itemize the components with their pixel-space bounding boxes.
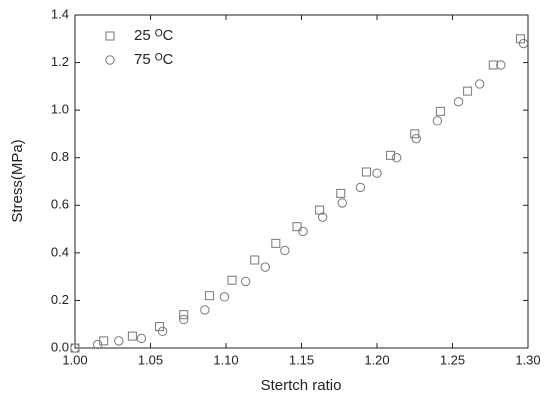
legend-label: 25 ᴼC — [134, 27, 174, 44]
point — [463, 86, 473, 96]
point — [114, 336, 124, 346]
point — [298, 226, 308, 237]
point — [92, 339, 103, 350]
x-tick-label: 1.00 — [62, 352, 87, 367]
x-tick-label: 1.30 — [515, 352, 540, 367]
point — [336, 188, 346, 198]
y-tick-label: 0.6 — [51, 197, 69, 212]
point — [386, 150, 396, 160]
legend-label: 75 ᴼC — [134, 51, 174, 68]
point — [474, 79, 485, 89]
point — [200, 305, 210, 315]
point — [136, 333, 147, 344]
point — [127, 331, 137, 341]
point — [227, 275, 237, 285]
y-tick-label: 0.2 — [51, 292, 69, 307]
x-tick-label: 1.25 — [440, 352, 465, 367]
y-tick-label: 1.2 — [51, 54, 69, 69]
point — [240, 276, 251, 287]
point — [432, 116, 443, 126]
point — [179, 314, 189, 325]
point — [179, 310, 189, 320]
point — [411, 133, 421, 144]
y-tick-label: 0.0 — [51, 339, 69, 354]
point — [361, 167, 371, 177]
x-tick-label: 1.10 — [213, 352, 238, 367]
point — [355, 182, 366, 193]
point — [250, 255, 260, 265]
point — [410, 129, 420, 139]
point — [435, 106, 445, 116]
y-tick-label: 0.8 — [51, 149, 69, 164]
x-tick-label: 1.15 — [289, 352, 314, 367]
point — [372, 168, 382, 178]
y-tick-label: 1.0 — [51, 102, 69, 117]
point — [99, 336, 109, 346]
legend-marker — [105, 31, 115, 41]
y-axis-title: Stress(MPa) — [9, 139, 26, 222]
point — [157, 326, 168, 337]
point — [260, 262, 270, 272]
point — [70, 343, 80, 353]
x-tick-label: 1.20 — [364, 352, 389, 367]
point — [219, 292, 230, 302]
point — [515, 34, 525, 44]
point — [518, 38, 529, 49]
point — [337, 198, 347, 208]
point — [317, 212, 328, 222]
point — [496, 60, 506, 70]
point — [292, 222, 302, 232]
point — [155, 322, 165, 332]
point — [204, 291, 214, 301]
point — [453, 97, 464, 107]
x-tick-label: 1.05 — [138, 352, 163, 367]
point — [280, 245, 290, 256]
x-axis-title: Stertch ratio — [261, 377, 342, 394]
y-tick-label: 1.4 — [51, 6, 69, 21]
point — [488, 60, 498, 70]
legend-marker — [105, 55, 115, 65]
y-tick-label: 0.4 — [51, 244, 69, 259]
point — [391, 153, 402, 163]
point — [271, 238, 281, 248]
